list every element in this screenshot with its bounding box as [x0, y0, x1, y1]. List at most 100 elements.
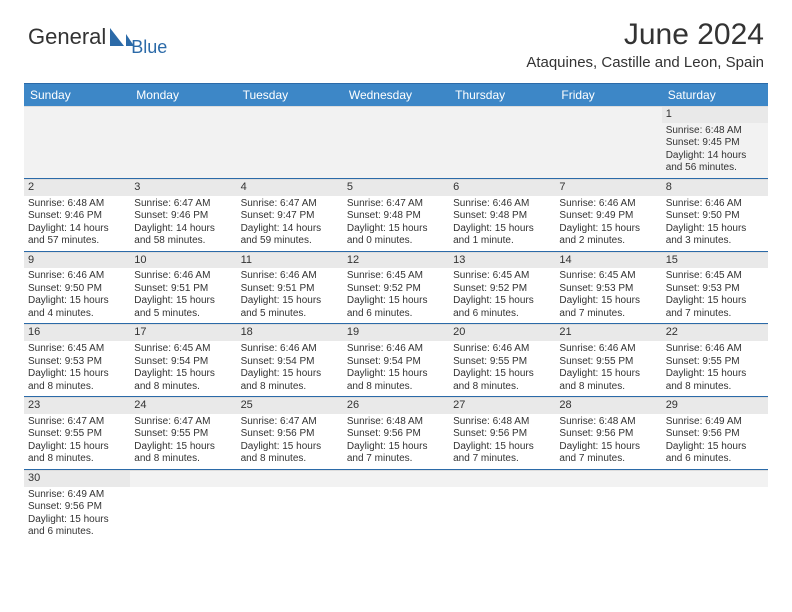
- day-number: 24: [130, 397, 236, 414]
- day-info: Sunrise: 6:45 AMSunset: 9:52 PMDaylight:…: [449, 268, 555, 323]
- day-info: Sunrise: 6:46 AMSunset: 9:48 PMDaylight:…: [449, 196, 555, 251]
- day-info-line: Sunrise: 6:48 AM: [559, 416, 657, 429]
- day-info-line: Daylight: 15 hours: [559, 441, 657, 454]
- day-info: [555, 123, 661, 178]
- calendar-week: 1Sunrise: 6:48 AMSunset: 9:45 PMDaylight…: [24, 106, 768, 179]
- calendar-cell: 8Sunrise: 6:46 AMSunset: 9:50 PMDaylight…: [662, 179, 768, 251]
- day-info-line: Sunset: 9:54 PM: [347, 356, 445, 369]
- calendar-cell: 18Sunrise: 6:46 AMSunset: 9:54 PMDayligh…: [237, 324, 343, 396]
- day-info-line: Sunrise: 6:48 AM: [347, 416, 445, 429]
- day-info-line: and 8 minutes.: [453, 381, 551, 394]
- day-info: Sunrise: 6:47 AMSunset: 9:55 PMDaylight:…: [130, 414, 236, 469]
- day-info-line: Sunrise: 6:47 AM: [28, 416, 126, 429]
- calendar-cell: 14Sunrise: 6:45 AMSunset: 9:53 PMDayligh…: [555, 252, 661, 324]
- day-number: 22: [662, 324, 768, 341]
- day-info-line: Sunrise: 6:46 AM: [666, 198, 764, 211]
- day-info: Sunrise: 6:46 AMSunset: 9:55 PMDaylight:…: [555, 341, 661, 396]
- day-number: 15: [662, 252, 768, 269]
- day-info-line: and 8 minutes.: [666, 381, 764, 394]
- day-info-line: Sunrise: 6:46 AM: [559, 343, 657, 356]
- day-info-line: Sunrise: 6:49 AM: [28, 489, 126, 502]
- day-number: [449, 106, 555, 123]
- day-info-line: Sunset: 9:55 PM: [134, 428, 232, 441]
- day-info: Sunrise: 6:46 AMSunset: 9:51 PMDaylight:…: [130, 268, 236, 323]
- calendar-cell: 1Sunrise: 6:48 AMSunset: 9:45 PMDaylight…: [662, 106, 768, 178]
- day-info-line: Daylight: 15 hours: [666, 295, 764, 308]
- day-info-line: Sunset: 9:50 PM: [28, 283, 126, 296]
- day-info: Sunrise: 6:45 AMSunset: 9:54 PMDaylight:…: [130, 341, 236, 396]
- day-info-line: and 7 minutes.: [453, 453, 551, 466]
- day-info-line: Sunset: 9:55 PM: [453, 356, 551, 369]
- day-info-line: Sunset: 9:55 PM: [666, 356, 764, 369]
- day-info-line: Sunset: 9:53 PM: [666, 283, 764, 296]
- day-info-line: and 3 minutes.: [666, 235, 764, 248]
- calendar-cell: [555, 106, 661, 178]
- day-info-line: Sunset: 9:56 PM: [453, 428, 551, 441]
- calendar-cell: 15Sunrise: 6:45 AMSunset: 9:53 PMDayligh…: [662, 252, 768, 324]
- day-number: 6: [449, 179, 555, 196]
- day-number: 10: [130, 252, 236, 269]
- calendar-cell: 12Sunrise: 6:45 AMSunset: 9:52 PMDayligh…: [343, 252, 449, 324]
- day-number: 26: [343, 397, 449, 414]
- calendar-body: 1 Sunrise: 6:48 AM Sunset: 9:45 PM Daylight…: [24, 106, 768, 542]
- day-number: [449, 470, 555, 487]
- day-info-line: Sunset: 9:56 PM: [347, 428, 445, 441]
- title-block: June 2024 Ataquines, Castille and Leon, …: [526, 18, 764, 71]
- weekday-thursday: Thursday: [449, 84, 555, 106]
- day-info-line: Daylight: 15 hours: [453, 223, 551, 236]
- day-info: Sunrise: 6:46 AMSunset: 9:50 PMDaylight:…: [662, 196, 768, 251]
- location-label: Ataquines, Castille and Leon, Spain: [526, 54, 764, 71]
- calendar-cell: [343, 106, 449, 178]
- day-info-line: Sunset: 9:49 PM: [559, 210, 657, 223]
- day-info-line: and 5 minutes.: [241, 308, 339, 321]
- day-info-line: Sunset: 9:53 PM: [28, 356, 126, 369]
- calendar-cell: 27Sunrise: 6:48 AMSunset: 9:56 PMDayligh…: [449, 397, 555, 469]
- day-info-line: Sunrise: 6:46 AM: [241, 270, 339, 283]
- calendar-cell: [343, 470, 449, 542]
- day-number: 3: [130, 179, 236, 196]
- day-info: [343, 123, 449, 178]
- day-info: [662, 487, 768, 542]
- day-info: [343, 487, 449, 542]
- day-number: 11: [237, 252, 343, 269]
- day-info-line: Sunrise: 6:46 AM: [241, 343, 339, 356]
- day-info: [237, 487, 343, 542]
- calendar-week: 2Sunrise: 6:48 AMSunset: 9:46 PMDaylight…: [24, 179, 768, 252]
- day-number: [555, 106, 661, 123]
- day-info-line: and 6 minutes.: [666, 453, 764, 466]
- day-info-line: Sunset: 9:45 PM: [666, 137, 764, 150]
- day-info: Sunrise: 6:45 AMSunset: 9:53 PMDaylight:…: [555, 268, 661, 323]
- day-info-line: Sunrise: 6:47 AM: [134, 416, 232, 429]
- day-info: [237, 123, 343, 178]
- day-number: 1: [662, 106, 768, 123]
- day-info-line: Sunrise: 6:47 AM: [241, 416, 339, 429]
- calendar-cell: 13Sunrise: 6:45 AMSunset: 9:52 PMDayligh…: [449, 252, 555, 324]
- calendar-cell: 26 Sunrise: 6:48 AMSunset: 9:56 PMDayligh…: [343, 397, 449, 469]
- day-number: 7: [555, 179, 661, 196]
- day-number: 2: [24, 179, 130, 196]
- day-info-line: Daylight: 15 hours: [28, 441, 126, 454]
- day-number: [130, 106, 236, 123]
- day-number: 16: [24, 324, 130, 341]
- day-number: 27: [449, 397, 555, 414]
- day-number: 25: [237, 397, 343, 414]
- day-info: [555, 487, 661, 542]
- calendar-cell: [130, 106, 236, 178]
- day-info: Sunrise: 6:46 AMSunset: 9:54 PMDaylight:…: [343, 341, 449, 396]
- day-info-line: Sunrise: 6:46 AM: [347, 343, 445, 356]
- day-info-line: and 8 minutes.: [134, 381, 232, 394]
- calendar-week: 23Sunrise: 6:47 AMSunset: 9:55 PMDayligh…: [24, 397, 768, 470]
- day-info: [449, 487, 555, 542]
- day-info-line: Daylight: 15 hours: [347, 223, 445, 236]
- day-info-line: and 6 minutes.: [347, 308, 445, 321]
- page-header: General Blue June 2024 Ataquines, Castil…: [0, 0, 792, 77]
- weekday-header-row: Sunday Monday Tuesday Wednesday Thursday…: [24, 84, 768, 106]
- calendar-week: 30Sunrise: 6:49 AMSunset: 9:56 PMDayligh…: [24, 470, 768, 542]
- day-info-line: and 5 minutes.: [134, 308, 232, 321]
- day-info-line: and 6 minutes.: [453, 308, 551, 321]
- day-info: Sunrise: 6:46 AMSunset: 9:50 PMDaylight:…: [24, 268, 130, 323]
- day-info: Sunrise: 6:45 AMSunset: 9:53 PMDaylight:…: [24, 341, 130, 396]
- calendar-cell: [449, 106, 555, 178]
- day-info-line: Daylight: 15 hours: [347, 441, 445, 454]
- day-info: Sunrise: 6:47 AMSunset: 9:46 PMDaylight:…: [130, 196, 236, 251]
